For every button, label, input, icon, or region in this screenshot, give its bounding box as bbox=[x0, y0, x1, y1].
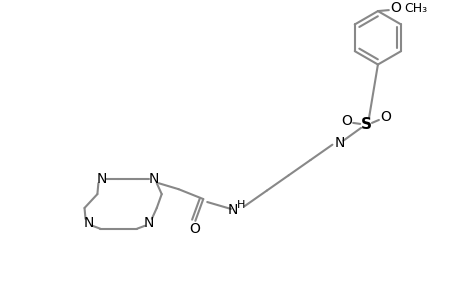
Text: CH₃: CH₃ bbox=[403, 2, 426, 15]
Text: S: S bbox=[360, 117, 371, 132]
Text: O: O bbox=[340, 114, 351, 128]
Text: N: N bbox=[333, 136, 344, 150]
Text: O: O bbox=[189, 222, 199, 236]
Text: N: N bbox=[96, 172, 106, 186]
Text: H: H bbox=[236, 200, 245, 210]
Text: N: N bbox=[143, 216, 154, 230]
Text: N: N bbox=[227, 203, 238, 217]
Text: N: N bbox=[148, 172, 159, 186]
Text: O: O bbox=[389, 1, 400, 15]
Text: O: O bbox=[380, 110, 391, 124]
Text: N: N bbox=[83, 216, 94, 230]
